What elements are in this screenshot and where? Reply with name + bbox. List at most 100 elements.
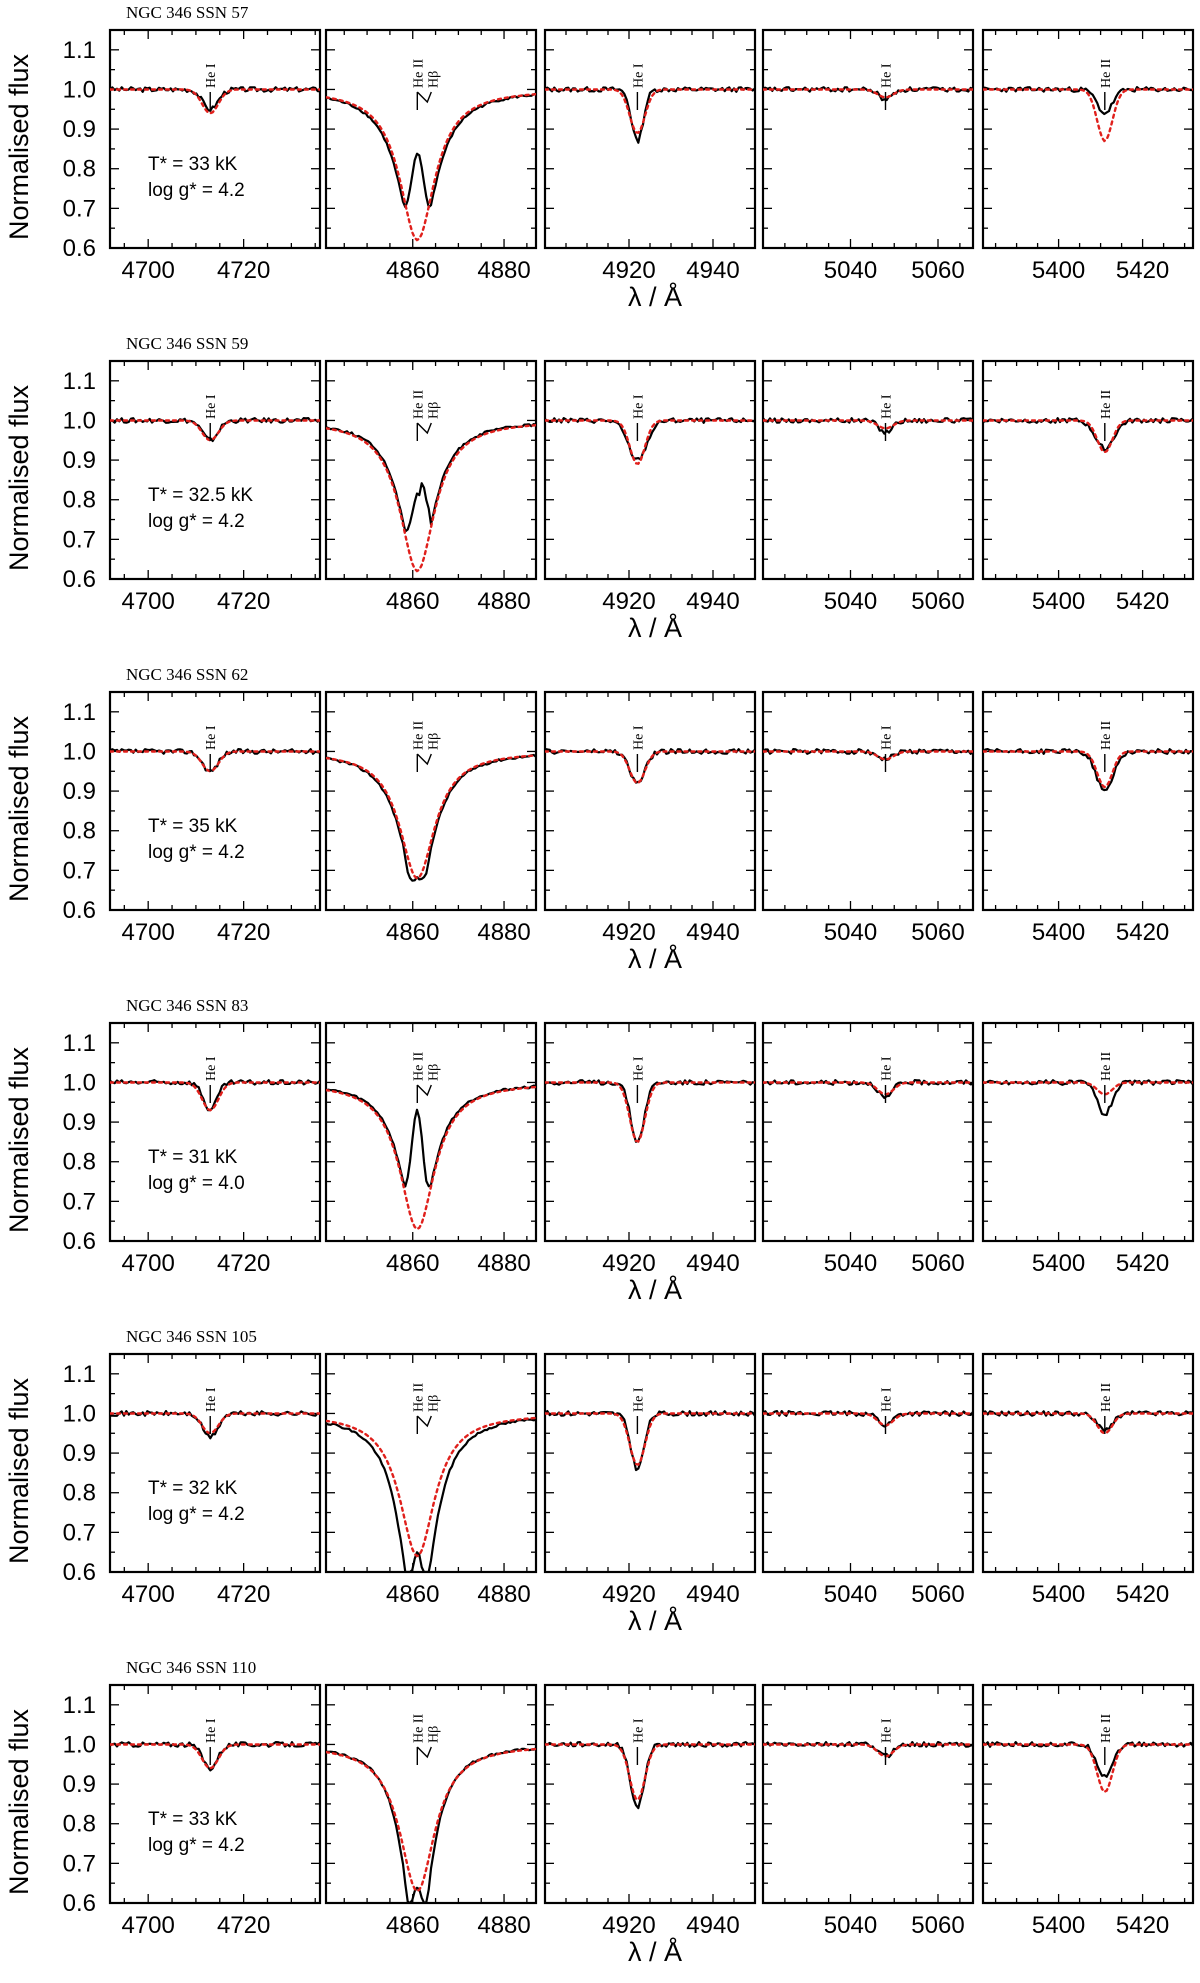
x-tick-label: 4720 xyxy=(217,588,270,615)
observed-spectrum xyxy=(545,1409,755,1472)
line-id-label: He II xyxy=(1099,721,1114,750)
observed-spectrum xyxy=(326,1747,536,1903)
observed-spectrum xyxy=(763,1078,973,1100)
x-tick-label: 4700 xyxy=(121,1581,174,1608)
panel-frame xyxy=(543,1352,757,1574)
x-tick-label: 4940 xyxy=(686,1581,739,1608)
teff-label: T* = 32.5 kK xyxy=(148,485,253,506)
panel-frame xyxy=(761,1352,975,1574)
model-spectrum xyxy=(326,754,536,880)
panel-frame xyxy=(761,359,975,581)
blend-marker xyxy=(416,1746,432,1759)
x-tick-label: 5060 xyxy=(911,257,964,284)
model-spectrum xyxy=(110,1412,320,1435)
y-tick-label: 1.0 xyxy=(63,407,96,434)
panel-frame xyxy=(108,359,322,581)
spectrum-panel: 4860 4880 He II Hβ xyxy=(324,690,538,946)
spectrum-panel: 5400 5420 He II xyxy=(981,1352,1195,1608)
spectrum-panel: 5040 5060 He I xyxy=(761,28,975,284)
panel-frame xyxy=(324,1021,538,1243)
observed-spectrum xyxy=(326,1084,536,1188)
blend-marker xyxy=(416,422,432,435)
x-axis-title: λ / Å xyxy=(628,1274,682,1305)
y-axis-title: Normalised flux xyxy=(4,1708,34,1895)
x-tick-label: 5040 xyxy=(824,1581,877,1608)
line-id-label: He I xyxy=(204,63,219,88)
line-id-label: He II xyxy=(411,59,426,88)
spectrum-panel: 4920 4940 He I xyxy=(543,28,757,284)
panel-frame xyxy=(761,690,975,912)
x-tick-label: 4720 xyxy=(217,1250,270,1277)
y-tick-label: 0.7 xyxy=(63,526,96,553)
x-tick-label: 4700 xyxy=(121,919,174,946)
spectrum-panel: 4920 4940 He I xyxy=(543,1021,757,1277)
star-title: NGC 346 SSN 83 xyxy=(126,996,248,1015)
model-spectrum xyxy=(545,1081,755,1143)
x-tick-label: 4860 xyxy=(386,588,439,615)
star-block: NGC 346 SSN 62 Normalised flux 0.6 0.7 0.8 0.… xyxy=(4,665,1195,974)
model-spectrum xyxy=(763,1412,973,1427)
model-spectrum xyxy=(326,424,536,573)
y-tick-label: 0.7 xyxy=(63,195,96,222)
y-tick-label: 0.7 xyxy=(63,857,96,884)
logg-label: log g* = 4.2 xyxy=(148,1835,245,1856)
x-tick-label: 4940 xyxy=(686,1912,739,1939)
blend-marker xyxy=(416,753,432,766)
logg-label: log g* = 4.2 xyxy=(148,1504,245,1525)
x-tick-label: 5400 xyxy=(1032,1581,1085,1608)
model-spectrum xyxy=(545,1412,755,1466)
y-tick-label: 0.8 xyxy=(63,1811,96,1838)
x-tick-label: 5420 xyxy=(1116,919,1169,946)
spectrum-panel: 5040 5060 He I xyxy=(761,1021,975,1277)
teff-label: T* = 35 kK xyxy=(148,816,238,837)
star-title: NGC 346 SSN 105 xyxy=(126,1327,257,1346)
line-id-label: He II xyxy=(411,1714,426,1743)
panel-frame xyxy=(543,1021,757,1243)
y-tick-label: 1.0 xyxy=(63,76,96,103)
model-spectrum xyxy=(983,88,1193,143)
x-axis-title: λ / Å xyxy=(628,1605,682,1636)
model-spectrum xyxy=(545,419,755,466)
y-tick-label: 0.6 xyxy=(63,235,96,262)
line-id-label: He II xyxy=(411,721,426,750)
y-tick-label: 1.1 xyxy=(63,699,96,726)
y-tick-label: 0.9 xyxy=(63,1109,96,1136)
panel-frame xyxy=(324,690,538,912)
star-block: NGC 346 SSN 83 Normalised flux 0.6 0.7 0.8 0.… xyxy=(4,996,1195,1305)
x-tick-label: 5060 xyxy=(911,588,964,615)
panel-frame xyxy=(324,359,538,581)
star-title: NGC 346 SSN 59 xyxy=(126,334,248,353)
model-spectrum xyxy=(326,1416,536,1558)
x-tick-label: 5040 xyxy=(824,919,877,946)
x-tick-label: 4720 xyxy=(217,257,270,284)
panel-frame xyxy=(981,1352,1195,1574)
y-axis-title: Normalised flux xyxy=(4,1046,34,1233)
y-tick-label: 0.9 xyxy=(63,778,96,805)
teff-label: T* = 32 kK xyxy=(148,1478,238,1499)
x-tick-label: 4920 xyxy=(602,1581,655,1608)
y-tick-label: 1.0 xyxy=(63,1069,96,1096)
model-spectrum xyxy=(763,88,973,99)
y-tick-label: 1.0 xyxy=(63,1400,96,1427)
model-spectrum xyxy=(545,88,755,135)
line-id-label: He I xyxy=(631,725,646,750)
line-id-label: He II xyxy=(1099,1383,1114,1412)
line-id-label: He I xyxy=(631,1056,646,1081)
x-tick-label: 5060 xyxy=(911,1912,964,1939)
star-block: NGC 346 SSN 105 Normalised flux 0.6 0.7 0.8 0… xyxy=(4,1327,1195,1636)
y-tick-label: 0.6 xyxy=(63,1228,96,1255)
spectrum-panel: 4700 4720 He I T* = 32 kK log g* = 4.2 xyxy=(108,1352,322,1608)
y-tick-label: 0.6 xyxy=(63,1890,96,1917)
x-tick-label: 4880 xyxy=(477,1581,530,1608)
panel-frame xyxy=(543,359,757,581)
x-tick-label: 4700 xyxy=(121,588,174,615)
model-spectrum xyxy=(545,1743,755,1801)
line-id-label: He I xyxy=(204,394,219,419)
line-id-label: He I xyxy=(204,1056,219,1081)
y-tick-label: 0.8 xyxy=(63,818,96,845)
spectrum-panel: 4860 4880 He II Hβ xyxy=(324,359,538,615)
x-tick-label: 4720 xyxy=(217,919,270,946)
line-id-label: He I xyxy=(880,394,895,419)
x-tick-label: 5420 xyxy=(1116,1581,1169,1608)
line-id-label: He I xyxy=(880,725,895,750)
